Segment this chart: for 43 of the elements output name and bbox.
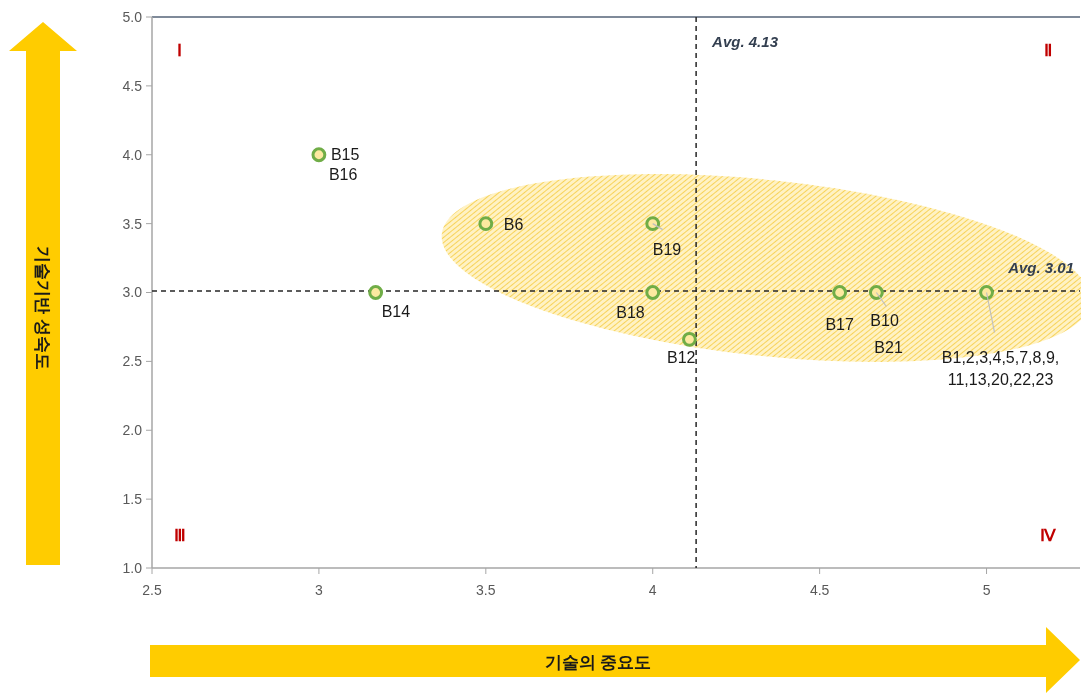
- annotation: B15: [330, 145, 360, 163]
- y-tick-label: 3.0: [122, 284, 143, 301]
- annotation: B6: [503, 215, 524, 233]
- y-tick-label: 2.5: [122, 353, 143, 370]
- point: [682, 331, 697, 347]
- point: [645, 285, 661, 300]
- point: [868, 285, 884, 300]
- x-tick-label: 3: [315, 582, 324, 598]
- point: [368, 285, 384, 300]
- point: [478, 216, 494, 232]
- annotation: B21: [874, 338, 903, 356]
- x-tick-label: 4.5: [809, 582, 830, 598]
- annotation: Ⅰ: [177, 41, 183, 61]
- y-tick-label: 2.0: [122, 422, 143, 439]
- point: [979, 285, 994, 300]
- annotation: B16: [328, 165, 358, 183]
- annotation: Ⅲ: [173, 525, 186, 545]
- annotation: B1,2,3,4,5,7,8,9, 11,13,20,22,23: [941, 348, 1060, 388]
- x-tick-label: 5: [982, 582, 991, 598]
- y-tick-label: 4.0: [122, 146, 143, 163]
- annotation: Ⅱ: [1043, 41, 1052, 61]
- annotation: B18: [616, 303, 645, 321]
- annotation: B12: [666, 349, 696, 367]
- y-tick-label: 4.5: [122, 77, 143, 94]
- annotation: B10: [870, 311, 899, 329]
- point: [311, 147, 327, 163]
- y-tick-label: 1.5: [122, 491, 143, 508]
- ref-line-label: Avg. 4.13: [711, 33, 779, 50]
- x-tick-label: 4: [648, 582, 657, 598]
- y-axis-title: 기술기반 성숙도: [33, 246, 53, 370]
- point: [645, 216, 661, 232]
- y-tick-label: 5.0: [122, 8, 143, 25]
- ref-line-label: Avg. 3.01: [1007, 259, 1074, 277]
- y-tick-label: 1.0: [122, 559, 143, 576]
- annotation: B19: [652, 240, 682, 258]
- annotation: Ⅳ: [1039, 525, 1057, 545]
- annotation: B17: [825, 315, 854, 333]
- x-axis-title: 기술의 중요도: [544, 652, 652, 672]
- annotation: B14: [381, 302, 411, 320]
- y-tick-label: 3.5: [122, 215, 143, 232]
- x-tick-label: 3.5: [476, 582, 496, 598]
- point: [832, 285, 848, 300]
- x-tick-label: 2.5: [142, 582, 162, 598]
